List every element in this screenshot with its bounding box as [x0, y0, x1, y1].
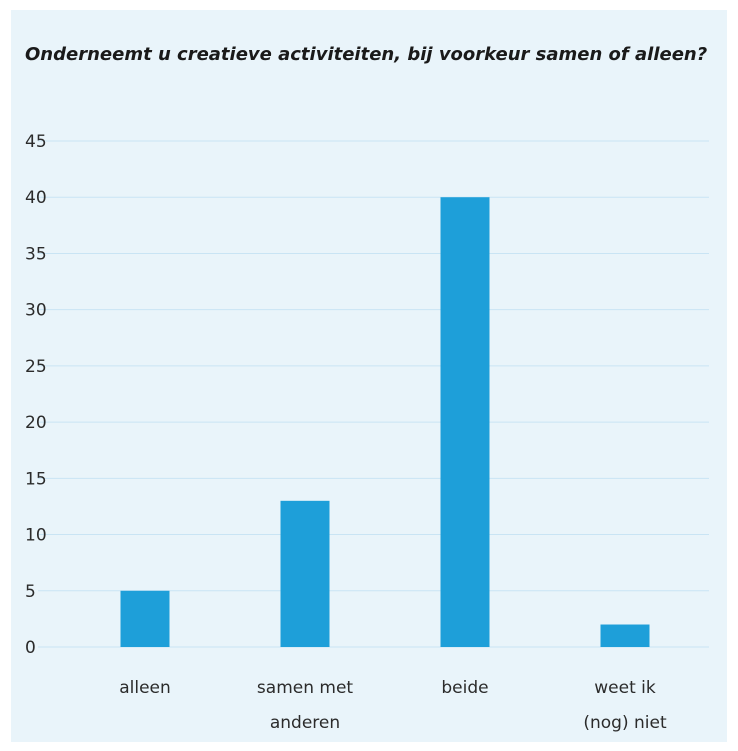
- y-tick-label: 5: [25, 582, 36, 602]
- y-tick-label: 40: [25, 188, 47, 208]
- y-tick-label: 0: [25, 638, 36, 658]
- x-category-label: samen met: [257, 678, 353, 698]
- x-category-label: weet ik: [594, 678, 656, 698]
- bar: [440, 197, 490, 647]
- bar: [120, 590, 170, 647]
- chart-title: Onderneemt u creatieve activiteiten, bij…: [25, 44, 708, 65]
- y-tick-label: 25: [25, 357, 47, 377]
- y-tick-label: 15: [25, 469, 47, 489]
- y-tick-label: 20: [25, 413, 47, 433]
- y-tick-label: 45: [25, 132, 47, 152]
- x-category-label: beide: [441, 678, 488, 698]
- bar: [280, 500, 330, 647]
- y-tick-label: 35: [25, 244, 47, 264]
- bar: [600, 624, 650, 647]
- x-category-label: alleen: [119, 678, 171, 698]
- x-category-label: (nog) niet: [583, 713, 667, 733]
- y-tick-label: 30: [25, 301, 47, 321]
- x-category-label: anderen: [270, 713, 340, 733]
- y-tick-label: 10: [25, 526, 47, 546]
